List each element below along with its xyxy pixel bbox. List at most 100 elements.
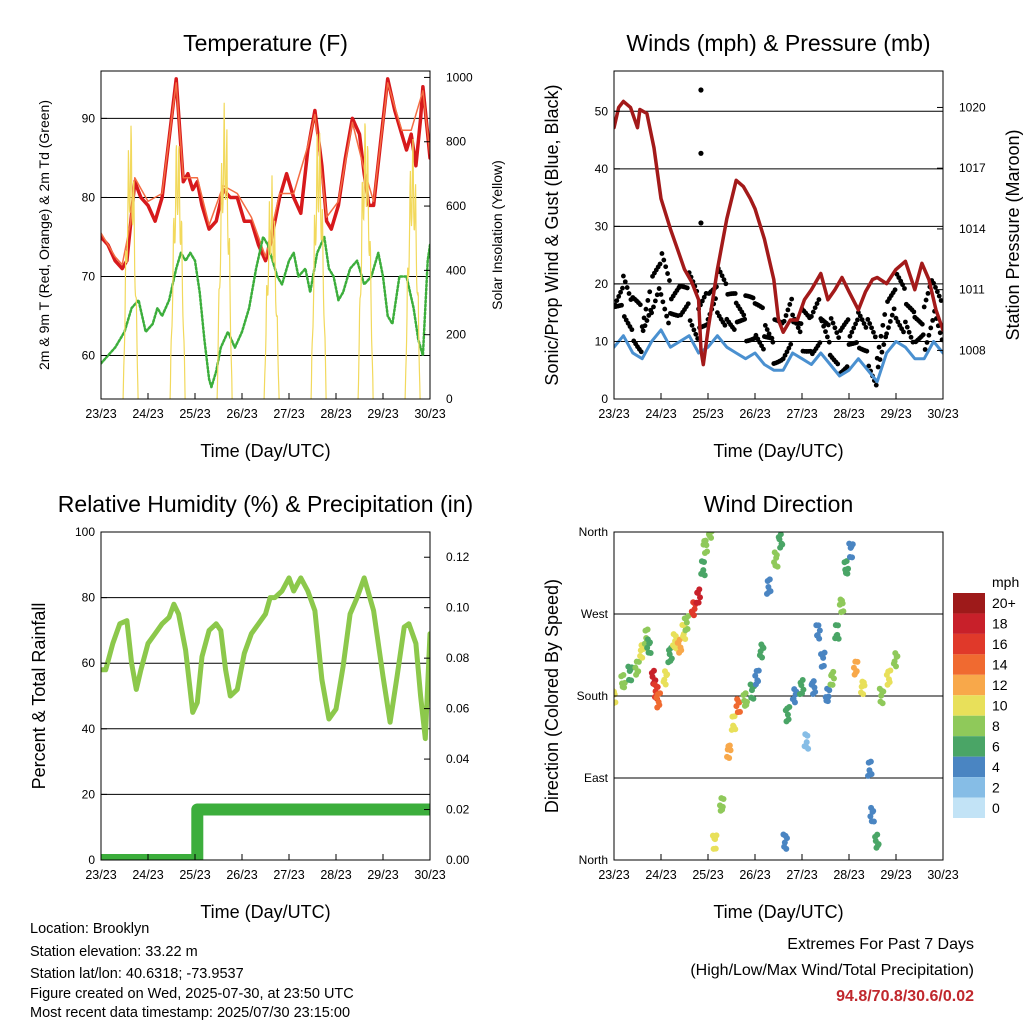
wind-direction-point xyxy=(799,677,806,684)
winds-gust-point xyxy=(928,325,934,331)
wind-direction-point xyxy=(690,612,697,619)
winds-gust-point xyxy=(898,278,904,284)
winds-gust-point xyxy=(903,319,908,325)
wind_direction-xlabel: Time (Day/UTC) xyxy=(713,902,843,922)
temperature-y2tick-label: 400 xyxy=(446,263,466,277)
wind-direction-point xyxy=(650,667,657,674)
wind-direction-point xyxy=(755,678,762,685)
wind-direction-point xyxy=(820,654,827,661)
wind-direction-point xyxy=(719,803,726,810)
colorbar-label: 12 xyxy=(992,677,1008,693)
winds-gust-point xyxy=(624,285,630,290)
colorbar-swatch xyxy=(953,593,985,614)
humidity-xtick-label: 30/23 xyxy=(414,868,445,882)
wind-direction-point xyxy=(701,559,708,566)
winds-gust-point xyxy=(878,333,884,339)
winds-title: Winds (mph) & Pressure (mb) xyxy=(626,30,930,56)
winds-xtick-label: 25/23 xyxy=(692,407,723,421)
winds-gust-point xyxy=(656,286,662,291)
temperature-plot-area xyxy=(101,77,430,399)
wind-direction-point xyxy=(804,732,811,739)
wind-direction-point xyxy=(708,534,715,541)
wind-direction-point xyxy=(712,845,719,852)
winds-gust-point xyxy=(658,292,664,297)
wind_direction-ytick-label: North xyxy=(579,853,608,867)
colorbar-label: 8 xyxy=(992,718,1000,734)
station-elevation-text: Station elevation: 33.22 m xyxy=(30,944,198,960)
temperature-xlabel: Time (Day/UTC) xyxy=(200,441,330,461)
temperature-series-solar-day xyxy=(263,175,280,399)
wind-direction-point xyxy=(691,605,698,612)
colorbar-label: 16 xyxy=(992,636,1008,652)
wind-direction-point xyxy=(786,703,793,710)
winds-gust-point xyxy=(782,352,788,358)
winds-gust-point xyxy=(687,318,693,324)
wind-direction-point xyxy=(843,558,850,565)
colorbar-swatch xyxy=(953,715,985,737)
winds-gust-point xyxy=(853,321,858,327)
winds-gust-point xyxy=(666,320,671,326)
wind-direction-point xyxy=(697,594,704,601)
wind-direction-point xyxy=(880,688,887,695)
winds-gust-point xyxy=(919,321,925,327)
temperature-ytick-label: 70 xyxy=(82,269,96,283)
wind-direction-point xyxy=(886,679,893,686)
wind-direction-point xyxy=(644,626,651,633)
winds-ytick-label: 20 xyxy=(595,277,609,291)
winds-gust-point xyxy=(836,335,842,340)
winds-gust-point xyxy=(857,313,863,319)
colorbar-label: 18 xyxy=(992,616,1008,632)
wind-direction-point xyxy=(701,572,708,579)
winds-gust-point xyxy=(823,329,828,335)
humidity-ytick-label: 80 xyxy=(82,591,96,605)
winds-gust-point xyxy=(657,261,663,267)
wind-direction-point xyxy=(767,588,774,595)
colorbar-label: 2 xyxy=(992,779,1000,795)
winds-gust-point xyxy=(783,313,789,318)
wind-direction-point xyxy=(805,745,812,752)
winds-gust-point xyxy=(660,299,666,305)
wind-direction-point xyxy=(742,690,749,697)
winds-gust-point xyxy=(647,289,653,295)
wind_direction-xtick-label: 27/23 xyxy=(786,868,817,882)
winds-gust-point xyxy=(795,325,801,331)
wind_direction-ytick-label: West xyxy=(581,607,609,621)
wind-direction-point xyxy=(894,653,901,660)
winds-gust-point xyxy=(618,289,623,295)
winds-y2tick-label: 1017 xyxy=(959,161,986,175)
humidity-series-rh xyxy=(101,575,430,742)
wind-direction-point xyxy=(750,695,757,702)
wind-direction-point xyxy=(628,677,635,684)
wind-direction-point xyxy=(696,586,703,593)
humidity-xlabel: Time (Day/UTC) xyxy=(200,902,330,922)
figure-created-text: Figure created on Wed, 2025-07-30, at 23… xyxy=(30,986,354,1002)
winds-gust-point xyxy=(667,278,672,283)
wind-direction-point xyxy=(726,754,733,761)
humidity-y2tick-label: 0.10 xyxy=(446,601,470,615)
temperature-xtick-label: 23/23 xyxy=(85,407,116,421)
winds-gust-point xyxy=(766,331,772,337)
winds-gust-point xyxy=(921,304,927,310)
wind-direction-point xyxy=(646,639,653,646)
wind-direction-point xyxy=(705,522,711,528)
winds-gust-point xyxy=(866,363,872,369)
winds-gust-point xyxy=(789,296,795,302)
wind_direction-ytick-label: North xyxy=(579,525,608,539)
wind-direction-point xyxy=(867,758,874,765)
winds-xtick-label: 23/23 xyxy=(598,407,629,421)
temperature-xtick-label: 26/23 xyxy=(226,407,257,421)
winds-gust-point xyxy=(906,329,912,335)
wind-direction-point xyxy=(870,818,877,825)
winds-gust-point xyxy=(923,297,929,303)
wind_direction-xtick-label: 29/23 xyxy=(880,868,911,882)
wind-direction-point xyxy=(657,690,664,697)
wind-direction-point xyxy=(654,684,661,691)
wind-direction-point xyxy=(614,699,619,706)
winds-gust-point xyxy=(889,312,895,318)
humidity-ylabel: Percent & Total Rainfall xyxy=(29,603,49,790)
winds-gust-point xyxy=(621,273,626,279)
wind-direction-point xyxy=(834,622,841,629)
winds-ytick-label: 0 xyxy=(601,392,608,406)
temperature-panel: 60 70 80 90 0 200 400 600 800 1000 23/23 24/23 25/23… xyxy=(36,30,505,461)
